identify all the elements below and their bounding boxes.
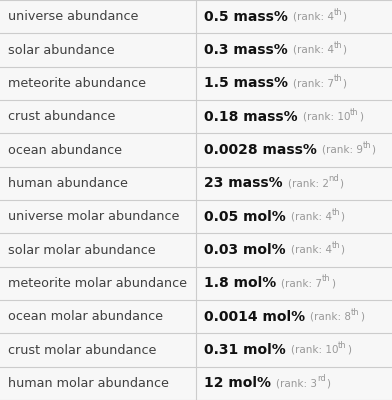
Text: th: th xyxy=(332,208,340,217)
Text: 0.3 mass%: 0.3 mass% xyxy=(204,43,288,57)
Text: 0.31 mol%: 0.31 mol% xyxy=(204,343,286,357)
Text: ): ) xyxy=(360,312,364,322)
Text: crust molar abundance: crust molar abundance xyxy=(8,344,156,356)
Text: ): ) xyxy=(340,212,345,222)
Text: ): ) xyxy=(331,278,335,288)
Text: universe abundance: universe abundance xyxy=(8,10,138,23)
Text: th: th xyxy=(334,41,342,50)
Text: universe molar abundance: universe molar abundance xyxy=(8,210,180,223)
Text: 23 mass%: 23 mass% xyxy=(204,176,283,190)
Text: (rank: 4: (rank: 4 xyxy=(293,12,334,22)
Text: th: th xyxy=(338,341,347,350)
Text: ): ) xyxy=(326,378,330,388)
Text: (rank: 7: (rank: 7 xyxy=(281,278,322,288)
Text: human molar abundance: human molar abundance xyxy=(8,377,169,390)
Text: (rank: 9: (rank: 9 xyxy=(322,145,363,155)
Text: solar molar abundance: solar molar abundance xyxy=(8,244,156,256)
Text: th: th xyxy=(332,241,340,250)
Text: (rank: 4: (rank: 4 xyxy=(291,212,332,222)
Text: 0.05 mol%: 0.05 mol% xyxy=(204,210,286,224)
Text: (rank: 2: (rank: 2 xyxy=(288,178,328,188)
Text: (rank: 8: (rank: 8 xyxy=(310,312,351,322)
Text: 0.0014 mol%: 0.0014 mol% xyxy=(204,310,305,324)
Text: 0.18 mass%: 0.18 mass% xyxy=(204,110,298,124)
Text: (rank: 4: (rank: 4 xyxy=(290,245,332,255)
Text: (rank: 3: (rank: 3 xyxy=(276,378,317,388)
Text: 0.5 mass%: 0.5 mass% xyxy=(204,10,288,24)
Text: th: th xyxy=(322,274,331,283)
Text: solar abundance: solar abundance xyxy=(8,44,114,56)
Text: ocean molar abundance: ocean molar abundance xyxy=(8,310,163,323)
Text: ): ) xyxy=(343,78,347,88)
Text: th: th xyxy=(334,8,343,17)
Text: ): ) xyxy=(340,245,344,255)
Text: meteorite abundance: meteorite abundance xyxy=(8,77,146,90)
Text: (rank: 10: (rank: 10 xyxy=(291,345,338,355)
Text: 12 mol%: 12 mol% xyxy=(204,376,271,390)
Text: crust abundance: crust abundance xyxy=(8,110,115,123)
Text: th: th xyxy=(351,308,360,317)
Text: nd: nd xyxy=(328,174,339,183)
Text: human abundance: human abundance xyxy=(8,177,128,190)
Text: ): ) xyxy=(339,178,343,188)
Text: 1.5 mass%: 1.5 mass% xyxy=(204,76,288,90)
Text: (rank: 4: (rank: 4 xyxy=(293,45,334,55)
Text: th: th xyxy=(350,108,359,117)
Text: 1.8 mol%: 1.8 mol% xyxy=(204,276,276,290)
Text: meteorite molar abundance: meteorite molar abundance xyxy=(8,277,187,290)
Text: ): ) xyxy=(347,345,351,355)
Text: 0.03 mol%: 0.03 mol% xyxy=(204,243,286,257)
Text: ): ) xyxy=(343,12,347,22)
Text: ocean abundance: ocean abundance xyxy=(8,144,122,156)
Text: (rank: 10: (rank: 10 xyxy=(303,112,350,122)
Text: (rank: 7: (rank: 7 xyxy=(293,78,334,88)
Text: th: th xyxy=(363,141,372,150)
Text: ): ) xyxy=(359,112,363,122)
Text: th: th xyxy=(334,74,343,83)
Text: ): ) xyxy=(372,145,376,155)
Text: rd: rd xyxy=(317,374,326,383)
Text: 0.0028 mass%: 0.0028 mass% xyxy=(204,143,317,157)
Text: ): ) xyxy=(342,45,347,55)
